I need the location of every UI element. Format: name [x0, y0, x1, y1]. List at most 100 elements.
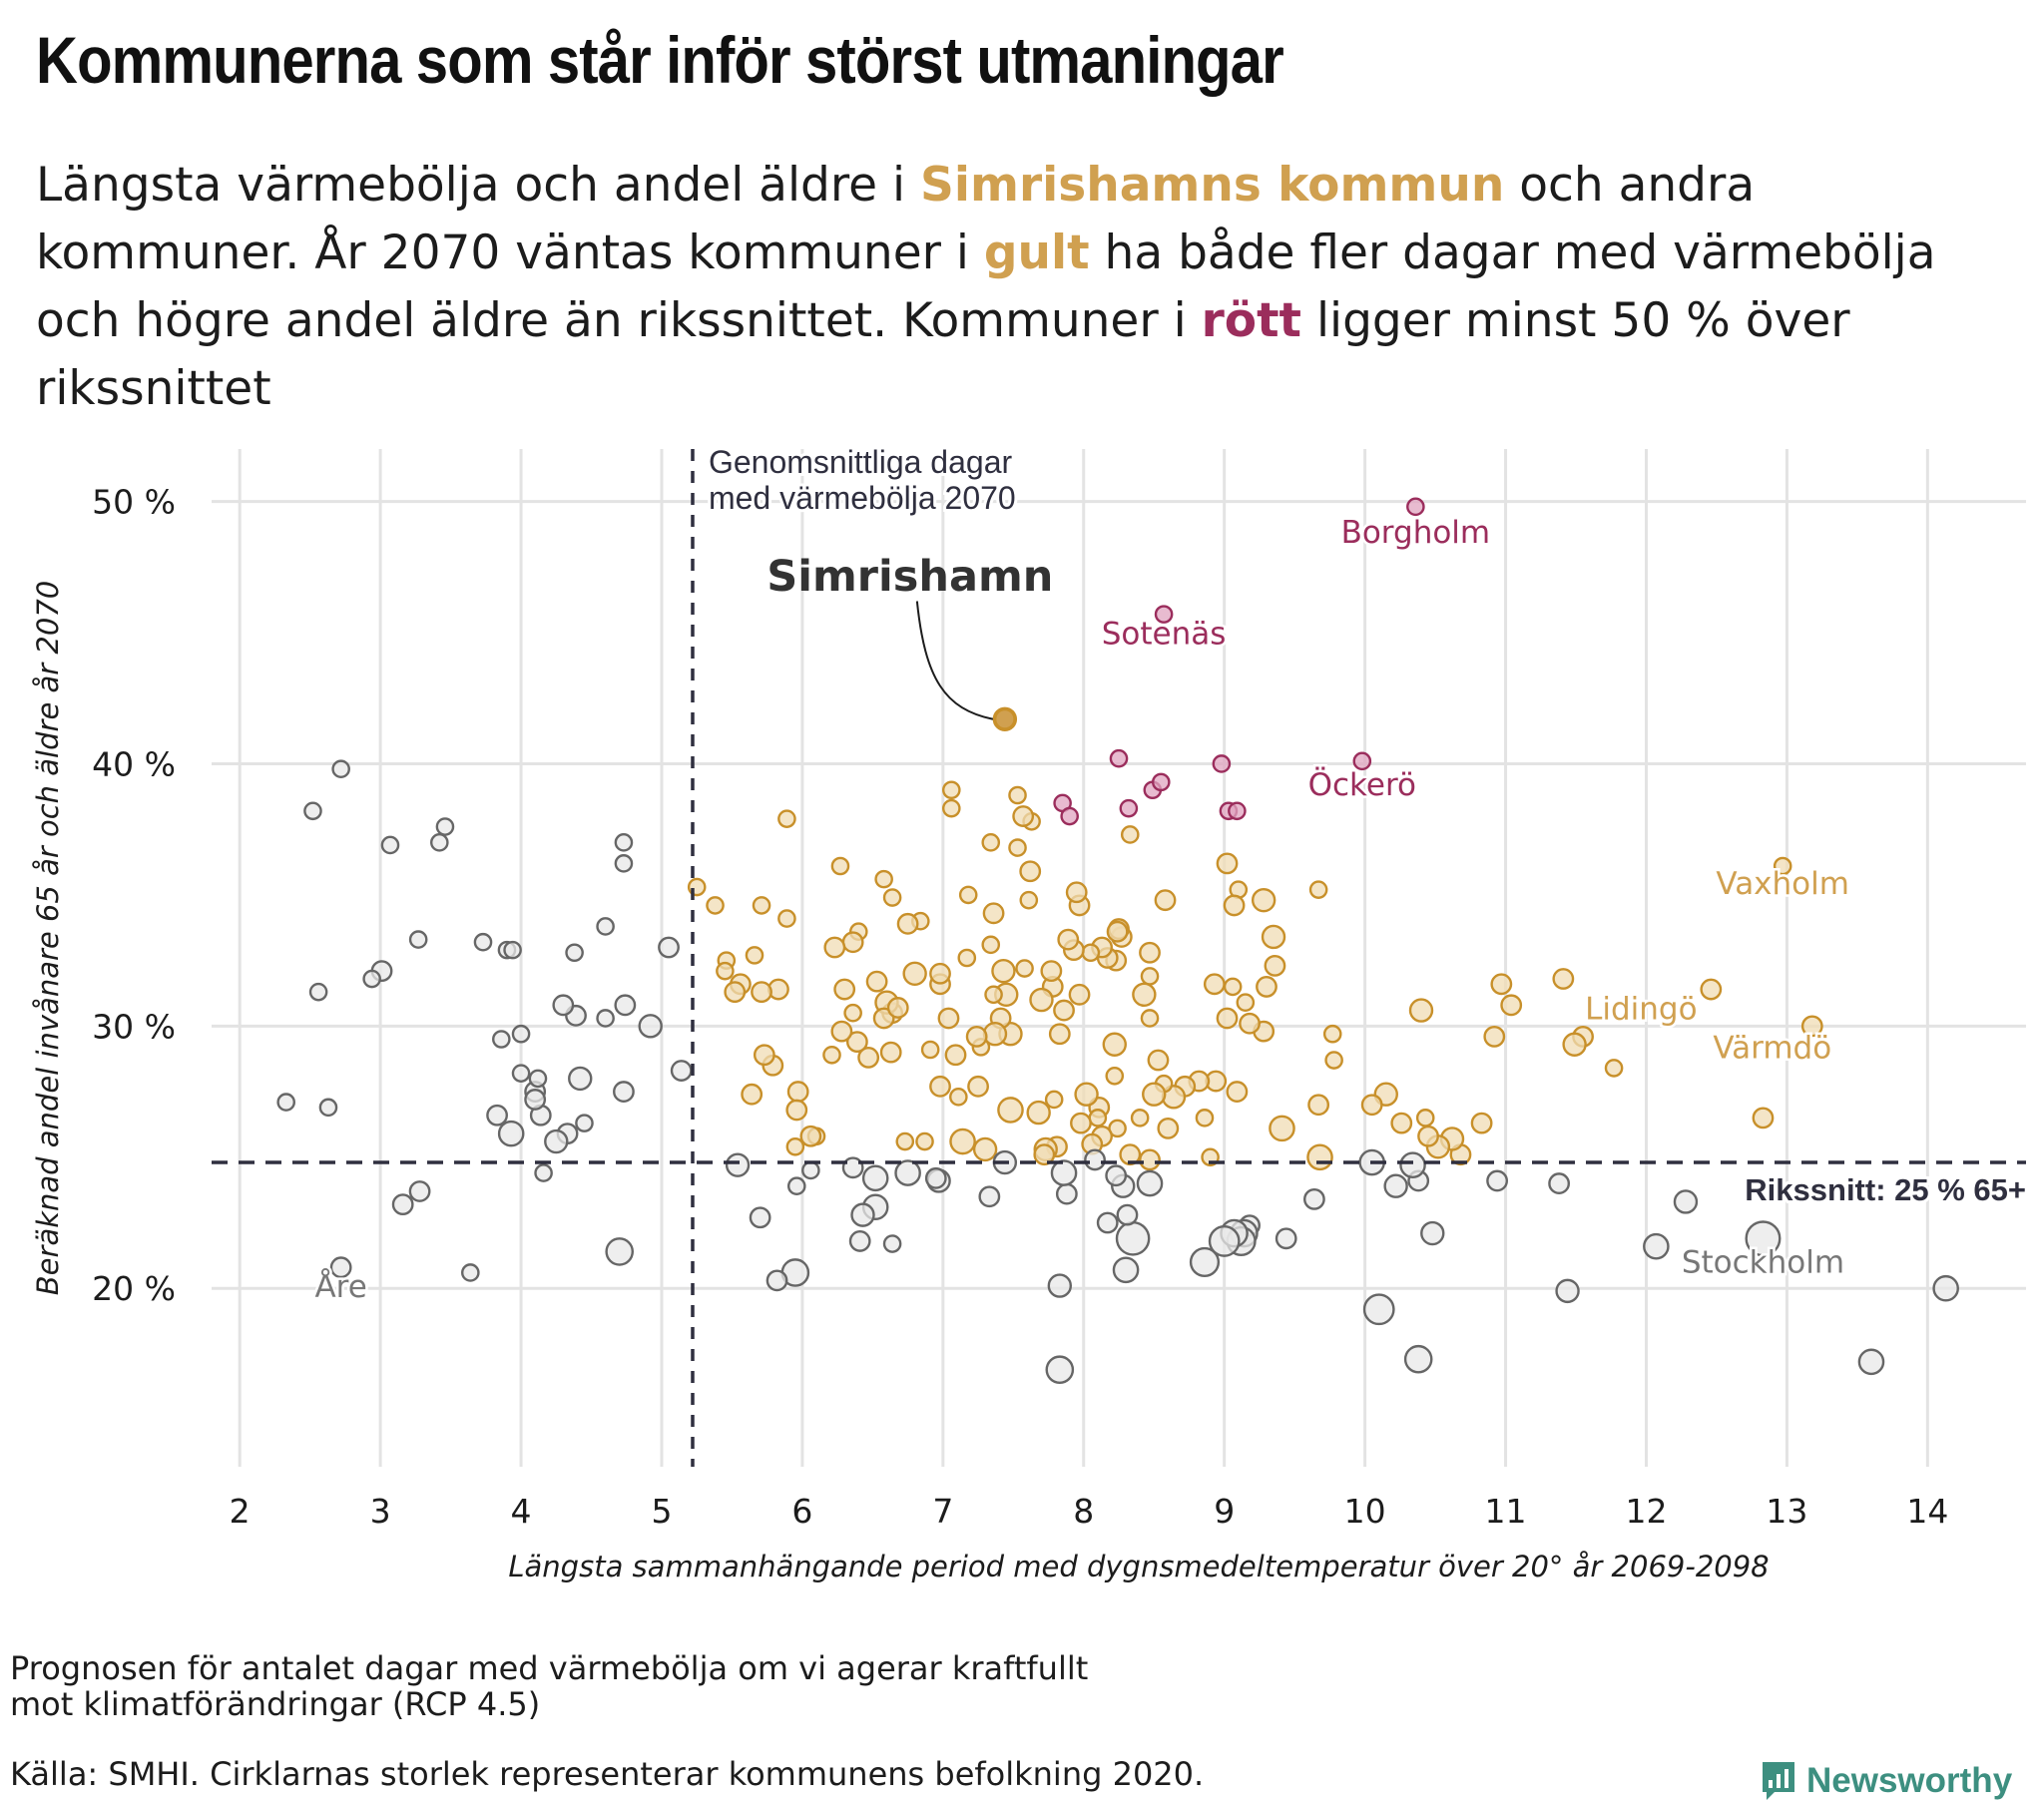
data-point-gray: [492, 1030, 511, 1049]
data-point-gold: [1142, 1082, 1167, 1107]
data-point-gold: [1800, 1015, 1823, 1038]
data-point-red: [1154, 605, 1174, 624]
data-point-gray: [614, 994, 637, 1017]
data-point-gold: [724, 981, 747, 1004]
data-point-gray: [1302, 1187, 1325, 1210]
data-point-gray: [894, 1159, 921, 1186]
data-point-gold: [957, 948, 977, 968]
data-point-gray: [801, 1160, 820, 1180]
municipality-label: Borgholm: [1341, 515, 1491, 551]
data-point-gray: [978, 1185, 1001, 1208]
data-point-gold: [1306, 1143, 1333, 1171]
data-point-gold: [785, 1099, 808, 1122]
data-point-gold: [822, 1045, 841, 1065]
data-point-red: [1119, 798, 1139, 818]
data-point-gold: [1019, 890, 1039, 910]
data-point-gold: [1236, 993, 1256, 1012]
data-point-gray: [1105, 1164, 1128, 1187]
data-point-gray: [497, 1120, 525, 1147]
data-point-gold: [1139, 1148, 1161, 1171]
data-point-gold: [1088, 1109, 1108, 1128]
data-point-gold: [1562, 1032, 1587, 1057]
data-point-gold: [753, 1044, 775, 1067]
data-point-gold: [1269, 1115, 1295, 1142]
data-point-gold: [949, 1088, 968, 1107]
horizontal-reference-label: Rikssnitt: 25 % 65+: [1745, 1172, 2026, 1207]
data-point-gold: [882, 888, 902, 907]
data-point-gold: [1223, 894, 1246, 917]
municipality-label: Sotenäs: [1102, 617, 1227, 653]
data-point-gray: [613, 1081, 635, 1103]
data-point-gray: [841, 1156, 864, 1179]
data-point-gold: [1324, 1051, 1343, 1070]
data-point-gold: [843, 1003, 862, 1023]
data-point-gray: [725, 1152, 751, 1177]
data-point-gray: [596, 1009, 615, 1028]
x-tick-label: 13: [1766, 1492, 1807, 1531]
data-point-gold: [1261, 924, 1286, 950]
data-point-gold: [1019, 860, 1042, 883]
data-point-gold: [941, 780, 961, 800]
data-point-gray: [380, 835, 400, 855]
x-tick-label: 2: [230, 1492, 251, 1531]
data-point-gold: [1239, 1012, 1261, 1035]
y-tick-label: 30 %: [92, 1007, 176, 1046]
data-point-gray: [461, 1263, 480, 1282]
data-point-gray: [473, 932, 493, 952]
x-tick-label: 8: [1073, 1492, 1094, 1531]
data-point-gold: [965, 1025, 988, 1048]
data-point-gold: [1105, 1066, 1125, 1086]
data-point-gold: [967, 1075, 989, 1098]
data-point-gold: [949, 1128, 976, 1155]
y-tick-label: 20 %: [92, 1269, 176, 1308]
data-point-gold: [1216, 1007, 1239, 1030]
municipality-label: Öckerö: [1308, 766, 1416, 803]
data-point-gray: [1383, 1173, 1408, 1198]
data-point-gold: [1044, 1090, 1064, 1110]
data-point-gold: [1415, 1109, 1435, 1128]
vertical-reference-label-line-2: med värmebölja 2070: [709, 480, 1016, 516]
data-point-gold: [1154, 889, 1177, 912]
data-point-gray: [318, 1098, 338, 1118]
data-point-gray: [391, 1193, 414, 1216]
data-point-gold: [1008, 838, 1027, 857]
data-point-gold: [1216, 852, 1239, 875]
data-point-gold: [958, 885, 978, 905]
data-point-gold: [1026, 1100, 1051, 1126]
data-point-gold: [929, 962, 951, 985]
x-tick-label: 6: [791, 1492, 812, 1531]
data-point-gold: [786, 1081, 809, 1103]
data-point-gold: [941, 798, 961, 818]
data-point-gray: [1050, 1159, 1078, 1186]
data-point-gray: [408, 930, 428, 949]
data-point-gold: [845, 1031, 868, 1054]
data-point-gold: [1033, 1143, 1056, 1166]
data-point-red: [1151, 772, 1171, 792]
data-point-gray: [1208, 1225, 1241, 1257]
data-point-gray: [658, 936, 680, 959]
data-point-red: [1228, 801, 1247, 821]
subtitle-highlight-gult: gult: [983, 226, 1090, 280]
data-point-gold: [857, 1046, 880, 1069]
data-point-gray: [511, 1024, 531, 1044]
x-tick-label: 12: [1625, 1492, 1667, 1531]
data-point-gold: [1102, 1032, 1127, 1057]
data-point-gold: [1132, 982, 1157, 1008]
data-point-gold: [1308, 880, 1328, 899]
data-point-gold: [1483, 1025, 1506, 1048]
data-point-gold: [706, 896, 725, 915]
data-point-red: [1109, 748, 1129, 768]
data-point-gold: [997, 1097, 1024, 1124]
data-point-gold: [1773, 856, 1792, 876]
data-point-gray: [435, 817, 455, 836]
data-point-gray: [568, 1066, 593, 1092]
data-point-gray: [1643, 1232, 1670, 1260]
data-point-gray: [1116, 1203, 1139, 1226]
data-point-gold: [982, 902, 1005, 925]
data-point-gray: [848, 1230, 871, 1252]
data-point-gold: [991, 958, 1016, 984]
data-point-gold: [1226, 1081, 1249, 1103]
data-point-gray: [1399, 1151, 1426, 1178]
data-point-gray: [524, 1089, 547, 1111]
data-point-gray: [1189, 1246, 1221, 1278]
